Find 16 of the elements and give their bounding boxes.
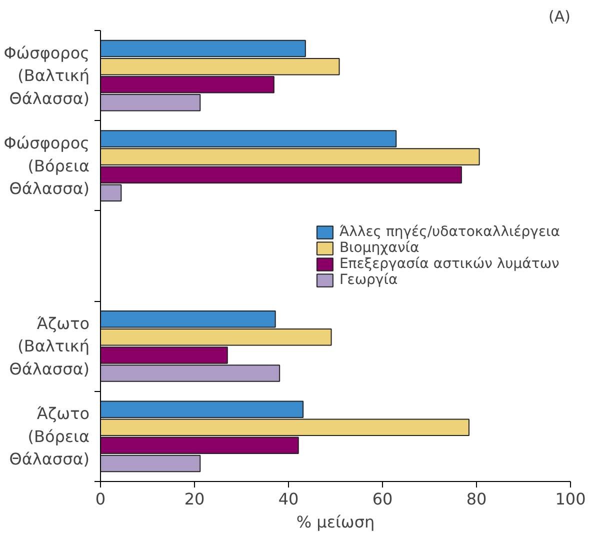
x-tick-label: 20 [184, 490, 205, 508]
chart-title: (A) [548, 8, 571, 26]
x-tick-label: 100 [555, 490, 586, 508]
y-tick-label: Άζωτο (Βαλτική Θάλασσα) [9, 314, 90, 378]
x-tick-label: 60 [372, 490, 393, 508]
legend-label: Άλλες πηγές/υδατοκαλλιέργεια [339, 224, 560, 240]
y-tick-label: Άζωτο (Βόρεια Θάλασσα) [9, 404, 90, 469]
x-tick-label: 0 [95, 490, 106, 508]
y-tick-label: Φώσφορος (Βόρεια Θάλασσα) [4, 134, 90, 198]
x-tick-label: 40 [278, 490, 299, 508]
x-axis-title: % μείωση [296, 512, 375, 532]
legend-label: Γεωργία [339, 272, 398, 288]
legend-label: Βιομηχανία [339, 240, 420, 256]
y-tick-label: Φώσφορος (Βαλτική Θάλασσα) [4, 43, 90, 108]
x-tick-label: 80 [466, 490, 487, 508]
legend-label: Επεξεργασία αστικών λυμάτων [339, 256, 560, 272]
